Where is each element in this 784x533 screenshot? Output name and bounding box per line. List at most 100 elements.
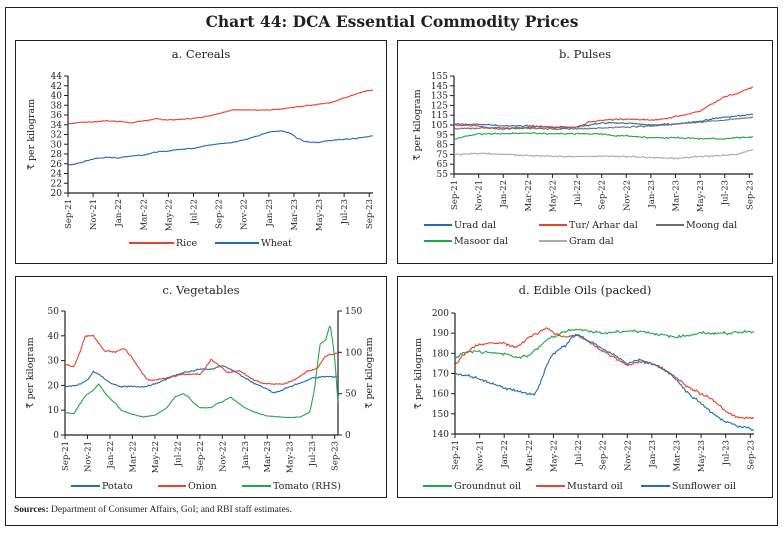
y-axis-right-label: ₹ per kilogram	[364, 337, 375, 408]
x-tick-label: May-22	[164, 199, 174, 231]
series-line-moong-dal	[453, 116, 754, 131]
sources-label: Sources:	[14, 505, 49, 515]
y-tick-label: 22	[51, 179, 62, 189]
x-tick-label: Mar-22	[524, 180, 534, 212]
x-tick-label: Sep-23	[365, 199, 375, 229]
x-tick-label: Sep-22	[196, 441, 206, 471]
x-tick-label: Mar-23	[672, 440, 682, 472]
x-tick-label: Jul-22	[574, 440, 584, 466]
series-line-urad-dal	[453, 113, 754, 129]
legend-label: Masoor dal	[454, 236, 508, 247]
x-tick-label: Jan-22	[499, 180, 509, 209]
legend-item: Gram dal	[539, 236, 614, 247]
series-line-tomato-rhs-	[64, 325, 339, 419]
y-tick-label: 30	[51, 140, 63, 150]
x-tick-label: May-23	[315, 199, 325, 231]
y-tick-label: 115	[431, 111, 448, 121]
series-line-groundnut-oil	[454, 328, 755, 360]
x-tick-label: Jan-23	[647, 180, 657, 209]
panel-title: a. Cereals	[171, 47, 231, 61]
panel-title: c. Vegetables	[162, 283, 240, 297]
x-tick-label: Sep-23	[745, 180, 755, 210]
panel-vegetables: c. Vegetables 0 10 20 30 40 50 ₹ per kilogram 0…	[15, 276, 387, 498]
sources-note: Sources: Department of Consumer Affairs,…	[14, 505, 292, 515]
x-tick-label: Sep-23	[746, 440, 756, 470]
x-tick-label: Jan-22	[106, 441, 116, 470]
series-line-gram-dal	[453, 148, 754, 160]
legend-label: Gram dal	[569, 236, 614, 247]
y-tick-label: 44	[51, 72, 63, 82]
chart-svg-edible_oils: 140 150 160 170 180 190 200 ₹ per kilogram Sep-2…	[413, 309, 756, 492]
y-tick-label: 160	[432, 390, 449, 400]
legend-item: Onion	[158, 481, 217, 492]
y-right-tick-label: 50	[345, 390, 357, 400]
y-tick-label: 200	[432, 309, 449, 319]
x-tick-label: Nov-22	[622, 180, 632, 211]
panel-edible-oils: d. Edible Oils (packed) 140 150 160 170 180 1…	[397, 276, 773, 498]
y-tick-label: 95	[437, 131, 449, 141]
x-tick-label: Nov-21	[475, 180, 485, 211]
series-line-sunflower-oil	[454, 333, 755, 432]
x-tick-label: May-22	[549, 440, 559, 472]
x-tick-label: Jan-22	[500, 440, 510, 469]
x-tick-label: May-23	[697, 440, 707, 472]
x-tick-label: Sep-21	[61, 441, 71, 471]
legend-label: Tur/ Arhar dal	[569, 220, 638, 231]
y-tick-label: 32	[51, 131, 62, 141]
figure-frame	[5, 7, 778, 526]
y-tick-label: 30	[48, 357, 60, 367]
y-tick-label: 135	[431, 92, 448, 102]
series-line-tur-arhar-dal	[454, 86, 754, 130]
series-line-mustard-oil	[454, 327, 755, 420]
legend-label: Tomato (RHS)	[273, 481, 341, 492]
x-tick-label: Jan-23	[241, 441, 251, 470]
x-tick-label: Jul-23	[721, 180, 731, 206]
series-line-onion	[64, 334, 339, 385]
legend-item: Masoor dal	[424, 236, 508, 247]
series-line-rice	[67, 89, 374, 125]
y-tick-label: 38	[51, 101, 63, 111]
x-tick-label: Sep-22	[599, 440, 609, 470]
x-tick-label: Nov-22	[240, 199, 250, 230]
panel-title: b. Pulses	[558, 47, 612, 61]
x-tick-label: Nov-22	[623, 440, 633, 471]
y-tick-label: 55	[437, 170, 449, 180]
y-tick-label: 65	[437, 160, 449, 170]
x-tick-label: Jul-23	[308, 441, 318, 467]
panel-title: d. Edible Oils (packed)	[518, 283, 652, 297]
x-tick-label: Nov-21	[89, 199, 99, 230]
figure-title: Chart 44: DCA Essential Commodity Prices	[205, 12, 579, 31]
x-tick-label: Nov-21	[83, 441, 93, 472]
series-line-wheat	[68, 130, 374, 166]
y-tick-label: 26	[51, 160, 63, 170]
y-tick-label: 190	[432, 329, 449, 339]
x-tick-label: Mar-23	[263, 441, 273, 473]
y-right-tick-label: 0	[345, 431, 351, 441]
x-tick-label: May-23	[286, 441, 296, 473]
x-tick-label: Mar-23	[671, 180, 681, 212]
y-tick-label: 85	[437, 141, 449, 151]
y-tick-label: 180	[432, 349, 449, 359]
legend-item: Moong dal	[656, 220, 737, 231]
y-tick-label: 105	[431, 121, 448, 131]
x-tick-label: Mar-22	[139, 199, 149, 231]
legend-label: Wheat	[261, 238, 292, 249]
x-tick-label: Jul-22	[573, 180, 583, 206]
y-tick-label: 125	[431, 101, 448, 111]
y-tick-label: 28	[51, 150, 63, 160]
x-tick-label: Jul-23	[340, 199, 350, 225]
y-axis-label: ₹ per kilogram	[413, 338, 424, 409]
x-tick-label: Sep-21	[451, 440, 461, 470]
x-tick-label: Mar-22	[525, 440, 535, 472]
legend-item: Wheat	[215, 238, 292, 249]
panel-cereals: a. Cereals 20 22 24 26 28 30 32 34 36 38 40 42 44 ₹ p…	[15, 40, 387, 264]
legend-label: Rice	[176, 238, 198, 249]
y-axis-label: ₹ per kilogram	[25, 337, 36, 408]
x-tick-label: May-22	[548, 180, 558, 212]
x-tick-label: Nov-22	[218, 441, 228, 472]
x-tick-label: Sep-22	[598, 180, 608, 210]
legend-label: Mustard oil	[567, 481, 623, 492]
legend-item: Groundnut oil	[423, 481, 521, 492]
